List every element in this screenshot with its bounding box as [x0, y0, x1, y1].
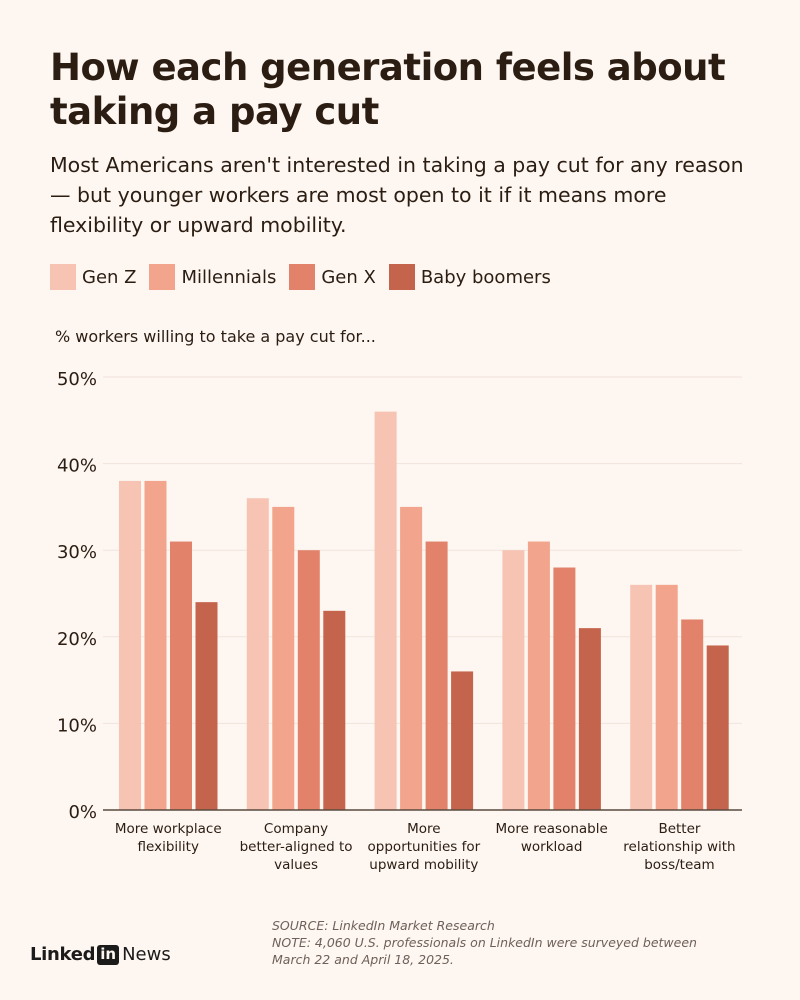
x-category-label: better-aligned to [240, 839, 353, 855]
legend-item-gen-z: Gen Z [50, 264, 136, 290]
chart-title: How each generation feels about taking a… [50, 46, 726, 133]
x-category-label: More workplace [115, 821, 222, 837]
bar-gen-x [170, 541, 192, 810]
x-category-label: flexibility [138, 839, 199, 855]
y-tick-label: 50% [57, 369, 97, 390]
source-line: SOURCE: LinkedIn Market Research [272, 918, 495, 933]
legend: Gen Z Millennials Gen X Baby boomers [50, 262, 564, 292]
chart-subtitle: Most Americans aren't interested in taki… [50, 153, 744, 237]
logo-in-box: in [97, 944, 120, 965]
x-category-label: values [274, 857, 318, 873]
y-tick-label: 0% [68, 802, 97, 823]
bar-gen-x [553, 567, 576, 810]
bar-baby-boomers [195, 602, 218, 810]
bar-millennials [527, 541, 550, 810]
bar-baby-boomers [451, 671, 474, 810]
legend-label-gen-z: Gen Z [82, 266, 137, 288]
linkedin-news-logo: Linked in News [30, 944, 171, 965]
x-category-label: relationship with [623, 839, 735, 855]
bar-millennials [272, 506, 295, 810]
bar-gen-z [630, 584, 653, 810]
x-category-label: More reasonable [495, 821, 607, 837]
bar-gen-z [246, 498, 269, 810]
x-category-label: More [407, 821, 440, 837]
source-note: SOURCE: LinkedIn Market Research NOTE: 4… [272, 917, 772, 968]
bar-baby-boomers [706, 645, 729, 810]
y-tick-label: 10% [57, 715, 97, 736]
bar-gen-z [119, 480, 141, 810]
y-axis-label: % workers willing to take a pay cut for.… [55, 327, 376, 346]
logo-linked-text: Linked [30, 944, 96, 965]
legend-item-millennials: Millennials [149, 264, 276, 290]
x-category-label: boss/team [644, 857, 714, 873]
bar-millennials [655, 584, 678, 810]
bar-gen-x [425, 541, 448, 810]
legend-swatch-gen-x [289, 264, 316, 290]
x-category-label: upward mobility [369, 857, 478, 873]
y-tick-label: 40% [57, 456, 97, 477]
bar-millennials [144, 480, 167, 810]
x-category-label: opportunities for [368, 839, 481, 855]
legend-item-baby-boomers: Baby boomers [388, 264, 551, 290]
bar-millennials [400, 506, 423, 810]
legend-swatch-gen-z [50, 264, 76, 290]
bar-gen-z [502, 550, 525, 810]
bar-gen-z [374, 411, 397, 810]
x-category-label: workload [521, 839, 583, 855]
y-tick-label: 20% [57, 629, 97, 650]
legend-label-gen-x: Gen X [321, 266, 376, 288]
y-tick-label: 30% [57, 542, 97, 563]
bar-baby-boomers [578, 628, 601, 810]
logo-news-text: News [122, 944, 171, 965]
legend-swatch-millennials [149, 264, 176, 290]
x-category-label: Better [658, 821, 700, 837]
note-line-2: March 22 and April 18, 2025. [272, 952, 454, 967]
legend-swatch-baby-boomers [388, 264, 415, 290]
bar-baby-boomers [323, 610, 346, 810]
note-line-1: NOTE: 4,060 U.S. professionals on Linked… [272, 935, 697, 950]
legend-label-millennials: Millennials [181, 266, 277, 288]
x-category-label: Company [264, 821, 328, 837]
legend-label-baby-boomers: Baby boomers [420, 266, 551, 288]
bar-gen-x [681, 619, 704, 810]
bar-gen-x [297, 550, 320, 810]
legend-item-gen-x: Gen X [289, 264, 376, 290]
